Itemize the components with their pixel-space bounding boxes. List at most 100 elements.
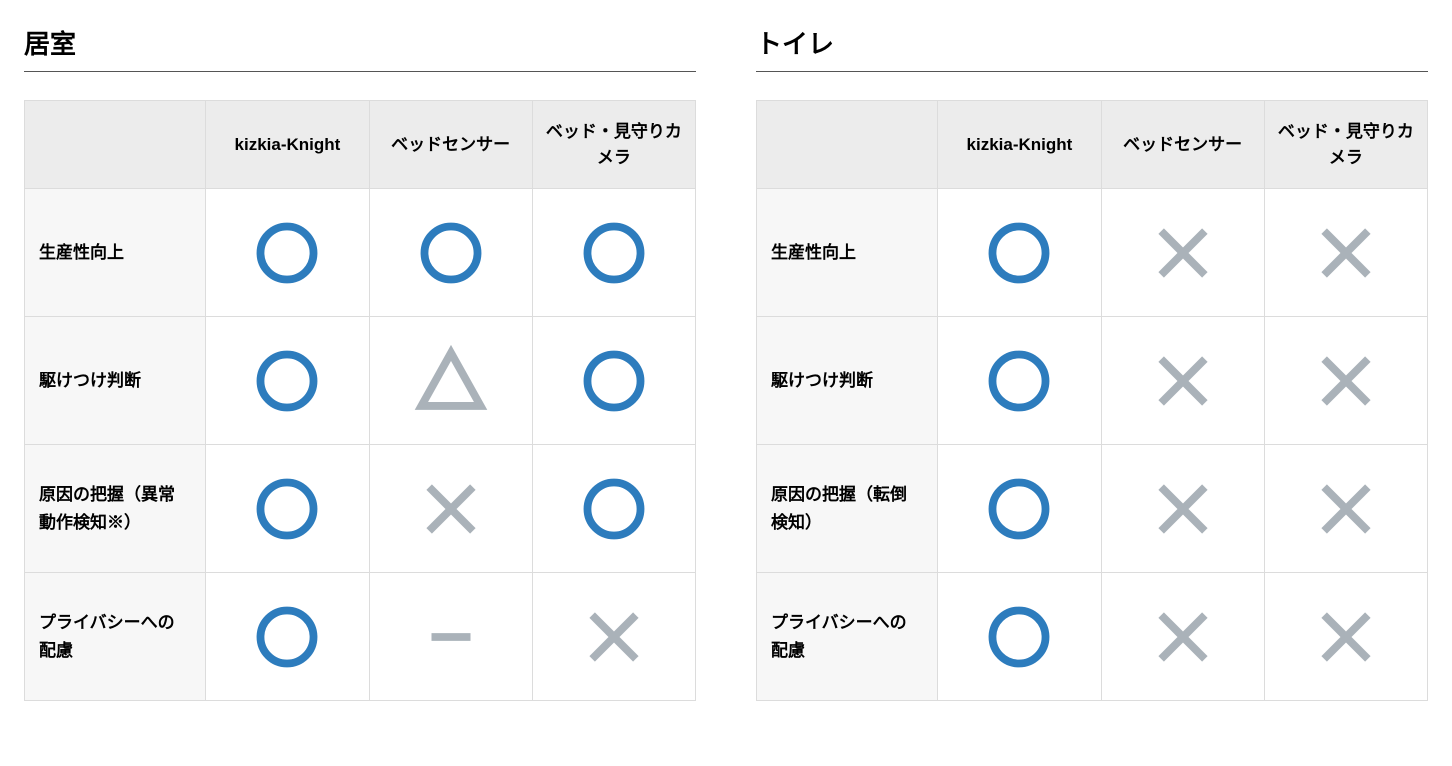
table-cell [206,445,369,573]
column-header: ベッドセンサー [1101,101,1264,189]
icon-wrap [1112,591,1254,682]
circle-icon [575,342,653,420]
row-header: 駆けつけ判断 [757,317,938,445]
cross-icon [1307,598,1385,676]
table-cell [369,573,532,701]
icon-wrap [380,463,522,554]
table-cell [369,445,532,573]
table-row: 駆けつけ判断 [25,317,696,445]
table-cell [1101,445,1264,573]
icon-wrap [216,335,358,426]
dash-icon [412,598,490,676]
table-cell [938,189,1101,317]
icon-wrap [948,207,1090,298]
comparison-panels: 居室kizkia-Knightベッドセンサーベッド・見守りカメラ生産性向上駆けつ… [24,24,1428,701]
table-cell [532,573,695,701]
circle-icon [575,470,653,548]
column-header: ベッドセンサー [369,101,532,189]
table-cell [206,573,369,701]
table-cell [1101,317,1264,445]
cross-icon [1307,214,1385,292]
circle-icon [980,470,1058,548]
table-row: 原因の把握（異常動作検知※） [25,445,696,573]
table-cell [1264,189,1427,317]
column-header: ベッド・見守りカメラ [532,101,695,189]
column-header: ベッド・見守りカメラ [1264,101,1427,189]
row-header: 生産性向上 [25,189,206,317]
table-cell [369,317,532,445]
icon-wrap [1275,335,1417,426]
icon-wrap [948,591,1090,682]
table-cell [938,317,1101,445]
row-header: 駆けつけ判断 [25,317,206,445]
table-cell [938,445,1101,573]
panel-title: トイレ [756,24,1428,72]
panel-title: 居室 [24,24,696,72]
row-header: プライバシーへの配慮 [757,573,938,701]
table-corner [757,101,938,189]
table-corner [25,101,206,189]
table-cell [1101,573,1264,701]
icon-wrap [380,591,522,682]
cross-icon [1307,470,1385,548]
icon-wrap [1112,463,1254,554]
column-header: kizkia-Knight [938,101,1101,189]
icon-wrap [1275,463,1417,554]
row-header: 原因の把握（異常動作検知※） [25,445,206,573]
icon-wrap [380,207,522,298]
icon-wrap [216,591,358,682]
table-cell [532,317,695,445]
cross-icon [1307,342,1385,420]
cross-icon [1144,598,1222,676]
circle-icon [980,342,1058,420]
table-cell [532,189,695,317]
circle-icon [575,214,653,292]
row-header: 生産性向上 [757,189,938,317]
column-header: kizkia-Knight [206,101,369,189]
icon-wrap [1275,207,1417,298]
comparison-panel: 居室 kizkia-Knightベッドセンサーベッド・見守りカメラ生産性向上駆けつ… [24,24,696,701]
circle-icon [980,214,1058,292]
cross-icon [1144,342,1222,420]
table-cell [369,189,532,317]
circle-icon [412,214,490,292]
circle-icon [248,598,326,676]
circle-icon [248,470,326,548]
table-cell [206,189,369,317]
triangle-icon [412,342,490,420]
row-header: プライバシーへの配慮 [25,573,206,701]
icon-wrap [1275,591,1417,682]
circle-icon [980,598,1058,676]
icon-wrap [216,207,358,298]
table-cell [206,317,369,445]
table-cell [1264,445,1427,573]
icon-wrap [948,463,1090,554]
table-row: プライバシーへの配慮 [25,573,696,701]
circle-icon [248,214,326,292]
cross-icon [1144,214,1222,292]
table-cell [1101,189,1264,317]
table-cell [1264,317,1427,445]
icon-wrap [216,463,358,554]
circle-icon [248,342,326,420]
table-row: 原因の把握（転倒検知） [757,445,1428,573]
table-row: 生産性向上 [757,189,1428,317]
table-row: 駆けつけ判断 [757,317,1428,445]
icon-wrap [948,335,1090,426]
icon-wrap [543,207,685,298]
cross-icon [575,598,653,676]
icon-wrap [1112,335,1254,426]
icon-wrap [1112,207,1254,298]
comparison-table: kizkia-Knightベッドセンサーベッド・見守りカメラ生産性向上駆けつけ判… [24,100,696,701]
comparison-panel: トイレ kizkia-Knightベッドセンサーベッド・見守りカメラ生産性向上駆け… [756,24,1428,701]
table-cell [938,573,1101,701]
table-cell [1264,573,1427,701]
row-header: 原因の把握（転倒検知） [757,445,938,573]
table-row: プライバシーへの配慮 [757,573,1428,701]
comparison-table: kizkia-Knightベッドセンサーベッド・見守りカメラ生産性向上駆けつけ判… [756,100,1428,701]
cross-icon [1144,470,1222,548]
cross-icon [412,470,490,548]
icon-wrap [543,335,685,426]
icon-wrap [380,335,522,426]
table-cell [532,445,695,573]
